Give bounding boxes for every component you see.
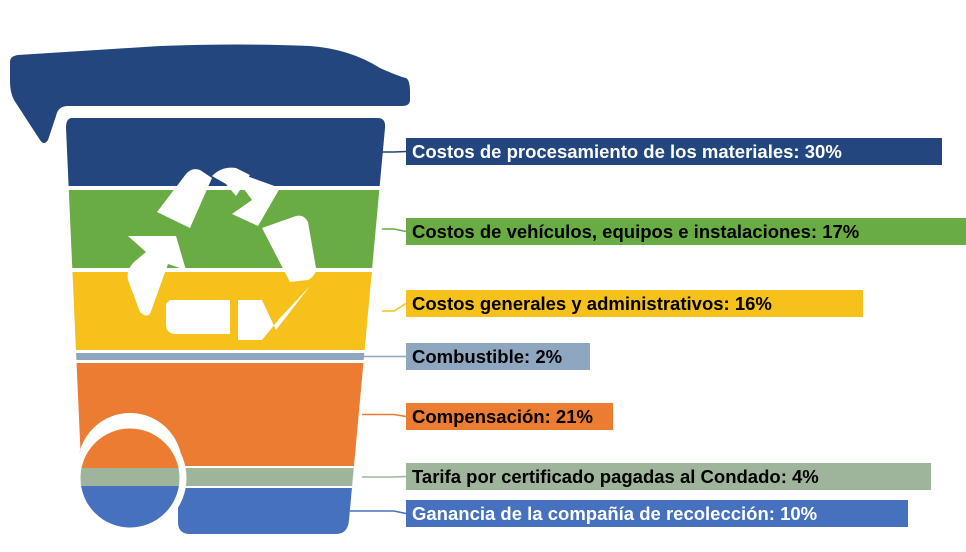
connector-tarifa-por-certificado-pagadas-al-condado [362,475,407,478]
label-costos-generales-y-administrativos: Costos generales y administrativos: 16% [412,293,772,314]
label-box-tarifa-por-certificado-pagadas-al-condado [406,463,931,490]
bin-lid [10,44,410,143]
label-box-costos-generales-y-administrativos [406,290,863,317]
band-costos-de-vehiculos-equipos-e-instalaciones [66,190,386,268]
label-box-ganancia-de-la-compania-de-recoleccion [406,500,908,527]
connector-ganancia-de-la-compania-de-recoleccion [350,510,407,515]
label-costos-de-vehiculos-equipos-e-instalaciones: Costos de vehículos, equipos e instalaci… [412,221,859,242]
label-boxes: Costos de procesamiento de los materiale… [406,138,966,527]
label-costos-de-procesamiento-de-los-materiales: Costos de procesamiento de los materiale… [412,141,842,162]
label-box-costos-de-vehiculos-equipos-e-instalaciones [406,218,966,245]
recycle-icon [127,167,316,340]
label-box-costos-de-procesamiento-de-los-materiales [406,138,942,165]
connector-compensacion [362,413,407,418]
connector-costos-generales-y-administrativos [382,302,407,312]
label-box-compensacion [406,403,613,430]
label-combustible: Combustible: 2% [412,346,562,367]
label-tarifa-por-certificado-pagadas-al-condado: Tarifa por certificado pagadas al Condad… [412,466,819,487]
connector-costos-de-vehiculos-equipos-e-instalaciones [382,228,407,233]
label-box-combustible [406,343,590,370]
connector-costos-de-procesamiento-de-los-materiales [382,150,407,153]
connector-lines [350,150,407,515]
bin-wheel [73,421,187,535]
band-combustible [66,353,386,360]
label-ganancia-de-la-compania-de-recoleccion: Ganancia de la compañía de recolección: … [412,503,817,524]
label-compensacion: Compensación: 21% [412,406,593,427]
